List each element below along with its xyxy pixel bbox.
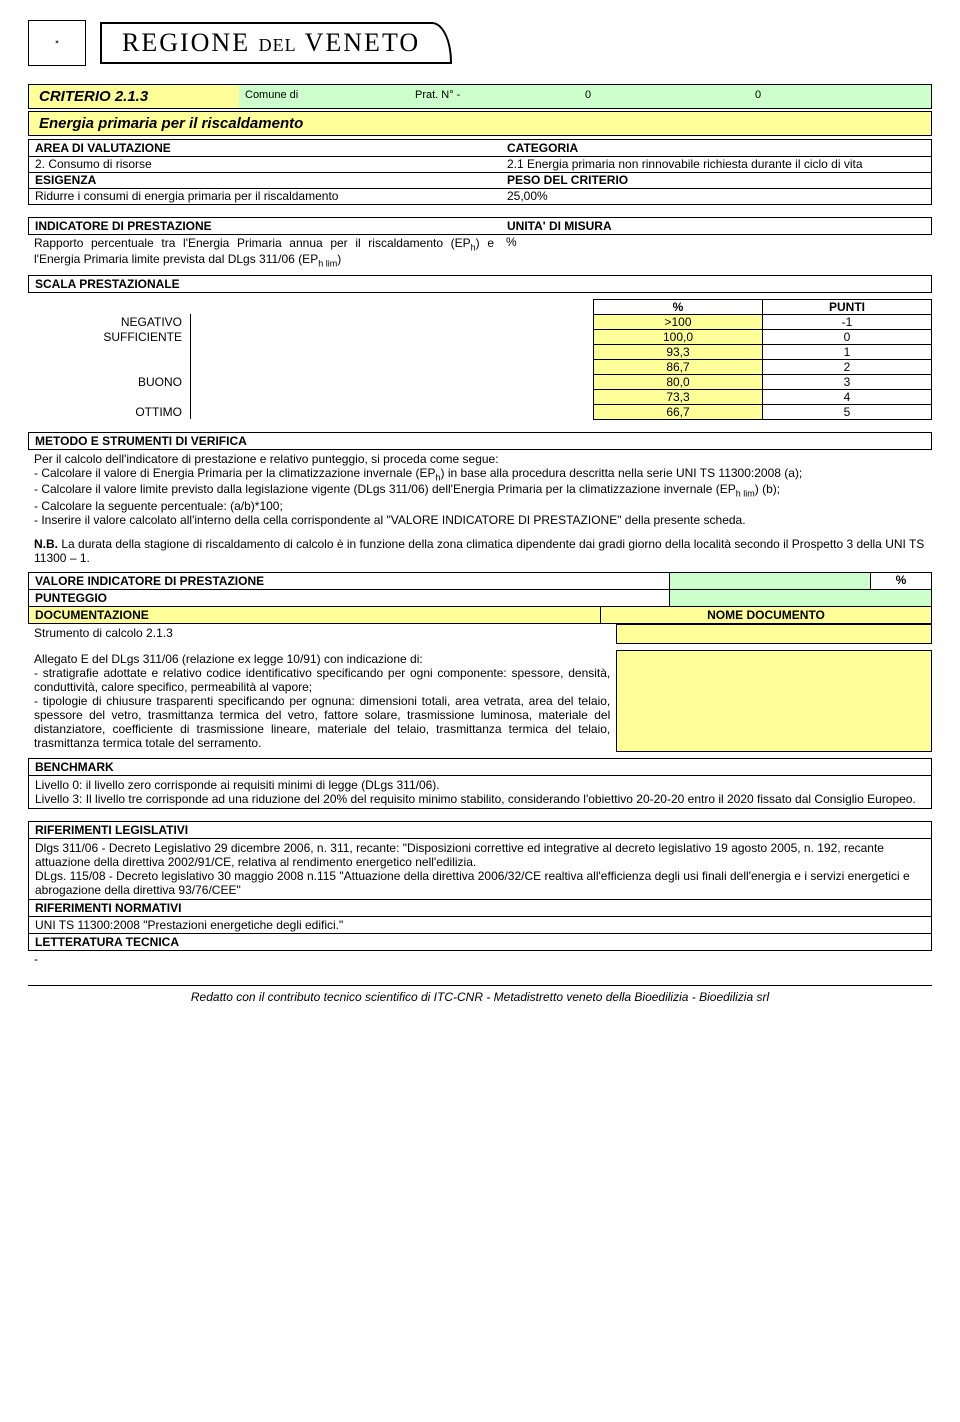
area-value: 2. Consumo di risorse — [29, 156, 501, 172]
categoria-header: CATEGORIA — [501, 140, 931, 156]
valore-indicatore-label: VALORE INDICATORE DI PRESTAZIONE — [28, 572, 670, 590]
scala-title: SCALA PRESTAZIONALE — [28, 275, 932, 293]
peso-header: PESO DEL CRITERIO — [501, 172, 931, 188]
nome-documento-box-2[interactable] — [616, 650, 932, 752]
criterio-label: CRITERIO 2.1.3 — [29, 85, 239, 108]
categoria-value: 2.1 Energia primaria non rinnovabile ric… — [501, 156, 931, 172]
riferimenti-legislativi-title: RIFERIMENTI LEGISLATIVI — [28, 821, 932, 839]
page-footer: Redatto con il contributo tecnico scient… — [28, 985, 932, 1004]
punteggio-label: PUNTEGGIO — [28, 589, 670, 607]
benchmark-title: BENCHMARK — [28, 758, 932, 776]
area-value-row: 2. Consumo di risorse 2.1 Energia primar… — [28, 156, 932, 173]
documentazione-body-1: Strumento di calcolo 2.1.3 — [28, 624, 932, 650]
benchmark-body: Livello 0: il livello zero corrisponde a… — [28, 776, 932, 809]
unita-header: UNITA' DI MISURA — [501, 218, 931, 234]
nome-documento-box-1[interactable] — [616, 624, 932, 644]
scala-col-pct: % — [594, 299, 763, 314]
nome-documento-label: NOME DOCUMENTO — [600, 606, 932, 624]
zero-2: 0 — [755, 89, 925, 104]
criterio-meta: Comune di Prat. N° - 0 0 — [239, 85, 931, 108]
scala-col-pts: PUNTI — [763, 299, 932, 314]
indicatore-text: Rapporto percentuale tra l'Energia Prima… — [28, 234, 500, 271]
punteggio-row: PUNTEGGIO — [28, 589, 932, 607]
regione-word-2: DEL — [259, 35, 297, 55]
indicatore-value-row: Rapporto percentuale tra l'Energia Prima… — [28, 234, 932, 271]
riferimenti-normativi-body: UNI TS 11300:2008 "Prestazioni energetic… — [28, 917, 932, 934]
esigenza-value-row: Ridurre i consumi di energia primaria pe… — [28, 188, 932, 205]
punteggio-box[interactable] — [669, 589, 932, 607]
documentazione-header: DOCUMENTAZIONE NOME DOCUMENTO — [28, 606, 932, 624]
area-header-row: AREA DI VALUTAZIONE CATEGORIA — [28, 139, 932, 157]
unita-value: % — [500, 234, 932, 271]
criterio-row: CRITERIO 2.1.3 Comune di Prat. N° - 0 0 — [28, 84, 932, 109]
strumento-calcolo-text: Strumento di calcolo 2.1.3 — [28, 624, 616, 650]
riferimenti-normativi-title: RIFERIMENTI NORMATIVI — [28, 899, 932, 917]
valore-indicatore-unit: % — [870, 572, 932, 590]
indicatore-header-row: INDICATORE DI PRESTAZIONE UNITA' DI MISU… — [28, 217, 932, 235]
region-seal: ✶ — [28, 20, 86, 66]
valore-indicatore-row: VALORE INDICATORE DI PRESTAZIONE % — [28, 572, 932, 590]
documentazione-body-2: Allegato E del DLgs 311/06 (relazione ex… — [28, 650, 932, 752]
area-header: AREA DI VALUTAZIONE — [29, 140, 501, 156]
metodo-body: Per il calcolo dell'indicatore di presta… — [28, 450, 932, 573]
valore-indicatore-box[interactable] — [669, 572, 871, 590]
sheet-title: Energia primaria per il riscaldamento — [28, 111, 932, 136]
indicatore-header: INDICATORE DI PRESTAZIONE — [29, 218, 501, 234]
esigenza-value: Ridurre i consumi di energia primaria pe… — [29, 188, 501, 204]
letteratura-body: - — [28, 951, 932, 967]
prat-label: Prat. N° - — [415, 89, 585, 104]
riferimenti-legislativi-body: Dlgs 311/06 - Decreto Legislativo 29 dic… — [28, 839, 932, 900]
peso-value: 25,00% — [501, 188, 931, 204]
letteratura-title: LETTERATURA TECNICA — [28, 933, 932, 951]
esigenza-header: ESIGENZA — [29, 172, 501, 188]
allegato-text: Allegato E del DLgs 311/06 (relazione ex… — [28, 650, 616, 752]
regione-word-1: REGIONE — [122, 28, 250, 57]
header-bar: ✶ REGIONE DEL VENETO — [28, 20, 932, 66]
scala-table: % PUNTI NEGATIVO>100-1 SUFFICIENTE100,00… — [28, 299, 932, 420]
comune-label: Comune di — [245, 89, 415, 104]
zero-1: 0 — [585, 89, 755, 104]
regione-word-3: VENETO — [305, 28, 421, 57]
documentazione-label: DOCUMENTAZIONE — [28, 606, 601, 624]
esigenza-header-row: ESIGENZA PESO DEL CRITERIO — [28, 172, 932, 189]
metodo-title: METODO E STRUMENTI DI VERIFICA — [28, 432, 932, 450]
region-name-box: REGIONE DEL VENETO — [100, 22, 452, 64]
